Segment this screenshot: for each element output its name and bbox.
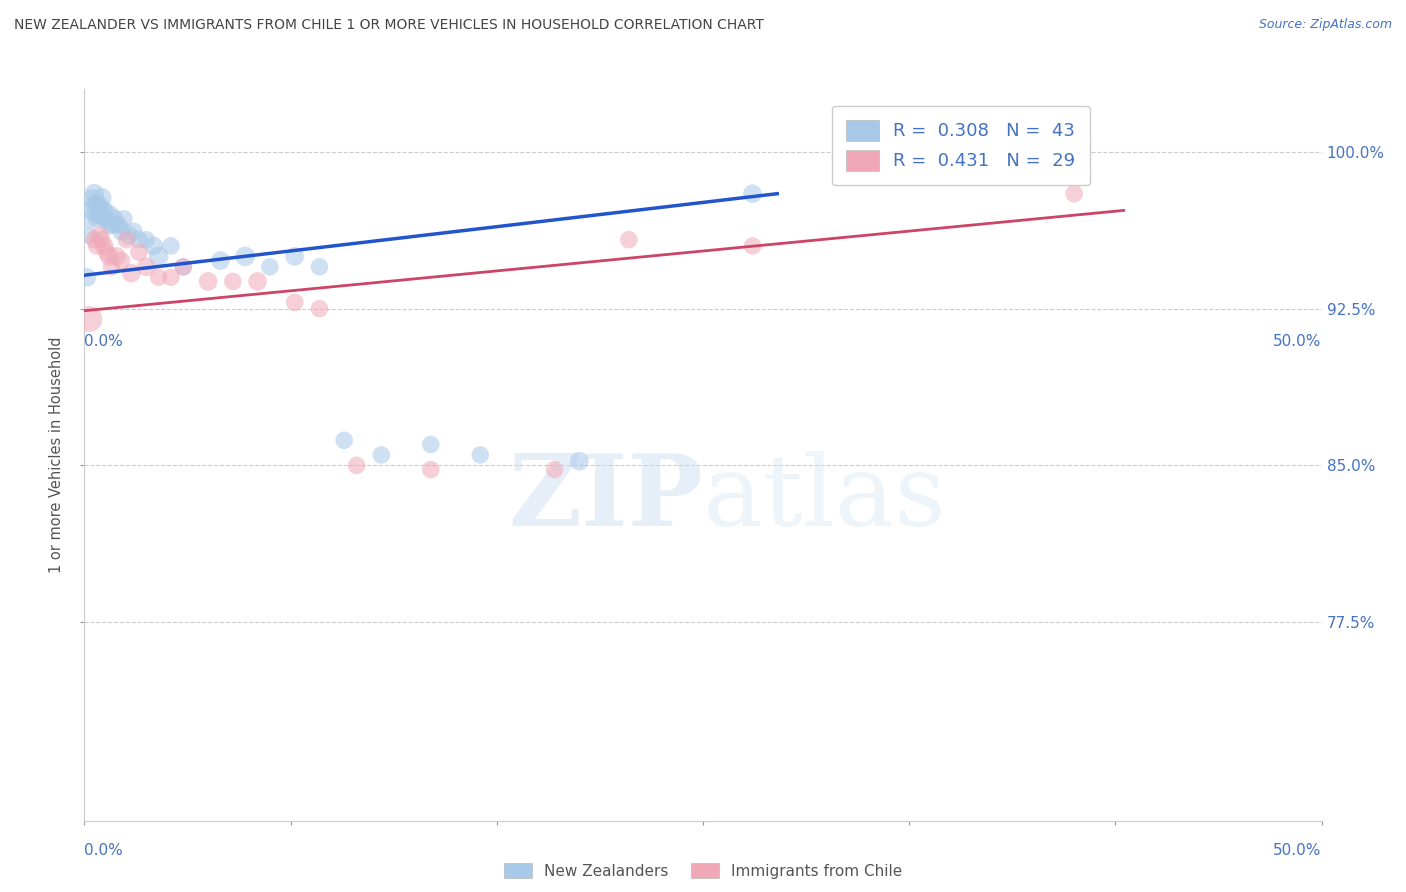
Point [246,275,269,289]
Point [118,228,141,243]
Point [160,239,183,253]
Point [90,203,112,218]
Point [96,245,118,260]
Point [93,211,115,226]
Point [79,312,101,326]
Text: 0.0%: 0.0% [84,843,124,858]
Point [128,233,150,247]
Point [110,224,132,238]
Point [80,203,103,218]
Text: ZIP: ZIP [508,450,703,548]
Point [135,233,157,247]
Point [110,253,132,268]
Point [100,218,122,232]
Point [741,186,763,201]
Point [741,239,763,253]
Point [76,270,98,285]
Point [112,211,135,226]
Point [90,191,112,205]
Point [105,218,128,232]
Point [259,260,281,274]
Point [89,208,111,222]
Point [98,249,121,263]
Point [100,260,122,274]
Point [122,224,145,238]
Point [419,462,441,476]
Point [222,275,245,289]
Text: 0.0%: 0.0% [84,334,124,350]
Point [89,228,111,243]
Point [470,448,492,462]
Point [233,249,256,263]
Point [128,245,150,260]
Point [284,295,307,310]
Legend: New Zealanders, Immigrants from Chile: New Zealanders, Immigrants from Chile [496,855,910,886]
Point [80,191,103,205]
Point [108,218,131,232]
Point [115,233,138,247]
Point [308,260,330,274]
Point [172,260,194,274]
Y-axis label: 1 or more Vehicles in Household: 1 or more Vehicles in Household [49,336,65,574]
Point [93,239,115,253]
Point [419,437,441,451]
Point [86,211,108,226]
Text: 50.0%: 50.0% [1274,843,1322,858]
Point [308,301,330,316]
Point [79,211,101,226]
Point [86,197,108,211]
Point [83,233,105,247]
Point [83,186,105,201]
Point [617,233,640,247]
Text: Source: ZipAtlas.com: Source: ZipAtlas.com [1258,18,1392,31]
Point [148,270,170,285]
Text: NEW ZEALANDER VS IMMIGRANTS FROM CHILE 1 OR MORE VEHICLES IN HOUSEHOLD CORRELATI: NEW ZEALANDER VS IMMIGRANTS FROM CHILE 1… [14,18,763,32]
Point [98,208,121,222]
Point [209,253,232,268]
Point [83,197,105,211]
Point [89,197,111,211]
Point [346,458,368,473]
Point [370,448,392,462]
Point [172,260,194,274]
Point [568,454,591,468]
Point [197,275,219,289]
Point [79,228,101,243]
Point [96,211,118,226]
Point [284,249,307,263]
Point [333,434,356,448]
Point [160,270,183,285]
Text: atlas: atlas [703,451,946,547]
Text: 50.0%: 50.0% [1274,334,1322,350]
Point [93,203,115,218]
Point [90,233,112,247]
Point [105,249,128,263]
Point [103,211,125,226]
Point [142,239,165,253]
Point [86,239,108,253]
Point [98,218,121,232]
Point [135,260,157,274]
Point [148,249,170,263]
Point [120,266,142,280]
Point [1063,186,1085,201]
Point [543,462,565,476]
